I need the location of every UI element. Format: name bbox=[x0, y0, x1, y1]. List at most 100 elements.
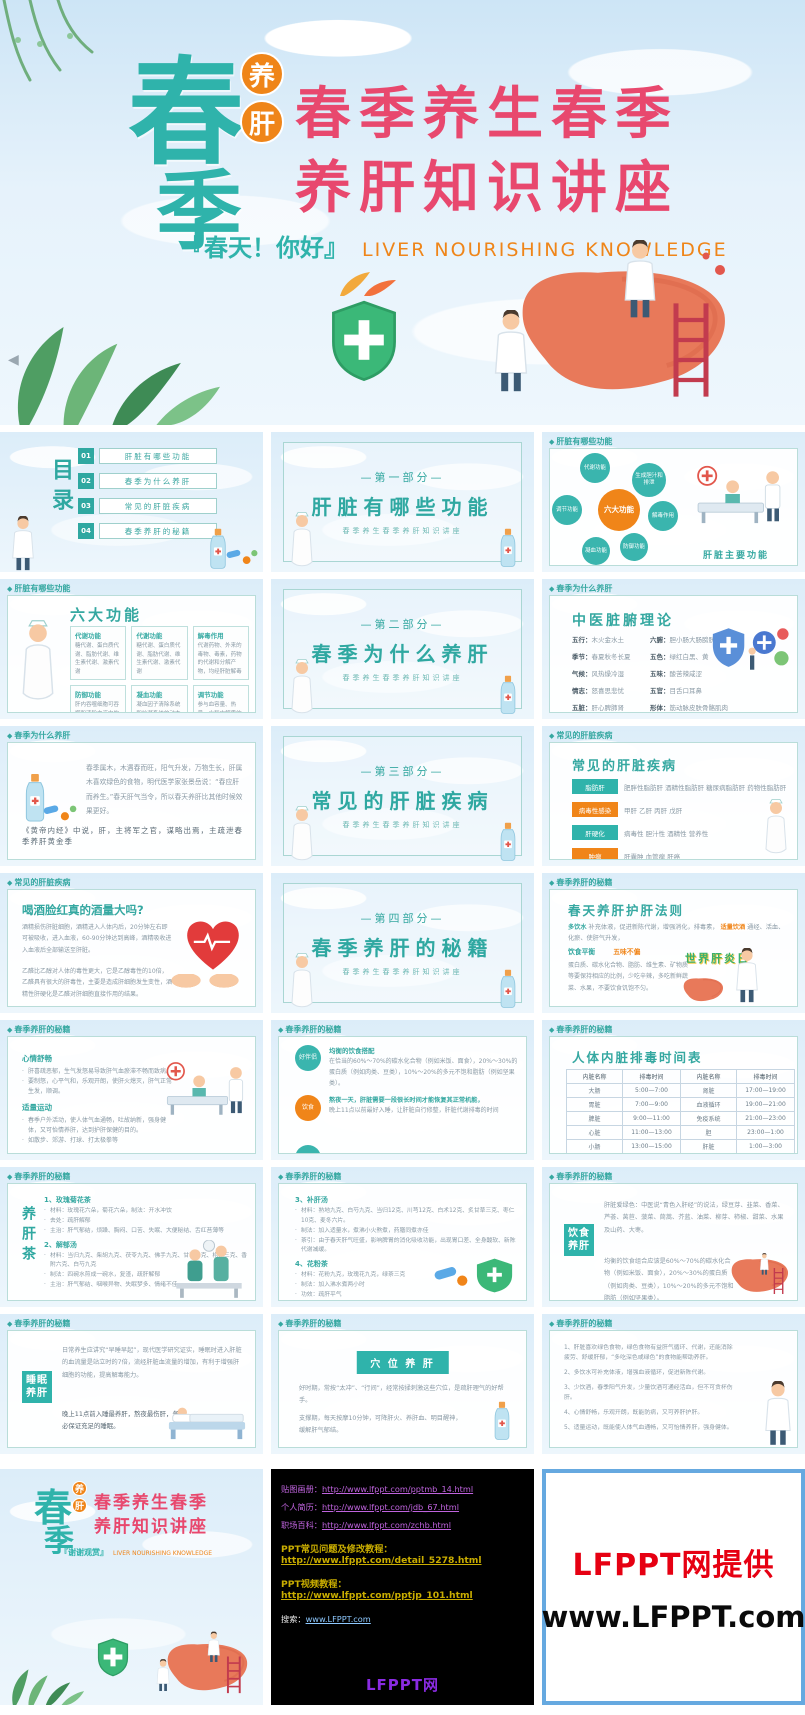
slide-title: 常见的肝脏疾病 bbox=[572, 759, 678, 774]
table-cell: 7:00—9:00 bbox=[622, 1097, 681, 1112]
slide-title: 六大功能 bbox=[70, 606, 143, 624]
slide-thumbnail-diet-rest[interactable]: ◆ 春季养肝的秘籍 好伴侣 均衡的饮食搭配 在恰当的60%～70%的碳水化合物（例… bbox=[271, 1020, 534, 1160]
cover-title-line2: 养肝知识讲座 bbox=[295, 156, 679, 221]
slide-header: 春季为什么养肝 bbox=[14, 731, 71, 740]
function-box-title: 防御功能 bbox=[75, 691, 101, 700]
slide-thumbnail-liver-diseases[interactable]: ◆ 常见的肝脏疾病 常见的肝脏疾病 脂肪肝 肥胖性脂肪肝 酒精性脂肪肝 糖尿病脂肪… bbox=[542, 726, 805, 866]
table-cell: 肝脏 bbox=[680, 1139, 737, 1153]
link-url[interactable]: http://www.lfppt.com/jdb_67.html bbox=[321, 1502, 460, 1512]
search-url[interactable]: www.LFPPT.com bbox=[305, 1614, 371, 1624]
leaf-decoration bbox=[340, 272, 396, 296]
slide-thumbnail-six-functions[interactable]: ◆ 肝脏有哪些功能 六大功能 代谢功能 糖代谢、蛋白质代谢、脂肪代谢、维生素代谢、激… bbox=[0, 579, 263, 719]
slide-thumbnail-liver-tea-2[interactable]: ◆春季养肝的秘籍 3、补肝汤 材料：熟地九克、白芍九克、当归12克、川芎12克、… bbox=[271, 1167, 534, 1307]
recipe-line: 材料：玫瑰花六朵，菊花六朵，制法：开水冲饮 bbox=[44, 1207, 249, 1217]
bullet-line: 要制怒，心平气和，乐观开朗，使肝火熄灭，肝气正常生发，顺调。 bbox=[22, 1077, 172, 1097]
slide-thumbnail-section-4[interactable]: —第四部分— 春季养肝的秘籍 春季养生春季养肝知识讲座 bbox=[271, 873, 534, 1013]
tcm-row: 气候： 风热燥冷湿 五味： 酸苦辣咸涩 bbox=[572, 668, 728, 678]
shield-cross-icon bbox=[328, 298, 400, 382]
table-cell: 5:00—7:00 bbox=[622, 1083, 681, 1098]
function-bubble: 生成胆汁和排泄 bbox=[632, 463, 666, 497]
toc-item-1: 01 肝脏有哪些功能 bbox=[78, 448, 217, 464]
link-row: PPT常见问题及修改教程：http://www.lfppt.com/detail… bbox=[281, 1541, 524, 1566]
tip-line: 1、肝脏喜欢绿色食物，绿色食物有益肝气循环、代谢，还能消除疲劳、舒缓肝郁，“多吃… bbox=[564, 1345, 733, 1362]
liver-doctors-illustration bbox=[156, 1631, 249, 1695]
tcm-key: 情志： bbox=[572, 687, 592, 695]
slide-title: 春天养肝护肝法则 bbox=[568, 903, 685, 918]
disease-tag: 肝硬化 bbox=[572, 825, 618, 840]
table-cell: 血液循环 bbox=[680, 1097, 737, 1112]
recipe-line: 主治：肝气郁结，烦躁、胸闷、口苦、失眠、大便秘结、舌红苔薄等 bbox=[44, 1227, 249, 1237]
detox-table: 内脏名称 排毒时间 内脏名称 排毒时间 大肠 5:00—7:00 肾脏 17:00—1… bbox=[566, 1069, 795, 1155]
tip-line: 3、少饮酒，春季阳气升发，少量饮酒可通经活血，但不可贪杯伤肝。 bbox=[564, 1385, 733, 1402]
diamond-icon: ◆ bbox=[7, 1319, 13, 1328]
table-row: 脾脏 9:00—11:00 免疫系统 21:00—23:00 bbox=[566, 1111, 795, 1126]
slide-thumbnail-sleep[interactable]: ◆ 春季养肝的秘籍 睡眠养肝 日常养生应讲究“早睡早起”，现代医学研究证实，睡眠时… bbox=[0, 1314, 263, 1454]
recipe-line: 材料：熟地九克、白芍九克、当归12克、川芎12克、白术12克、炙甘草三克、枣仁1… bbox=[295, 1207, 520, 1227]
slide-thumbnail-liver-habits[interactable]: ◆ 春季养肝的秘籍 春天养肝护肝法则 多饮水 补充体液，促进新陈代谢，增强消化，排… bbox=[542, 873, 805, 1013]
slide-thumbnail-why-spring[interactable]: ◆ 春季为什么养肝 春季属木，木遇春而旺，阳气升发，万物生长，肝属木喜欢绿色的食物… bbox=[0, 726, 263, 866]
body-paragraph: 好时期，常按“太冲”、“行间”，经常按揉刺激这些穴位，是疏肝理气的好帮手。 bbox=[299, 1385, 504, 1404]
body-paragraph: 乙醛比乙醇对人体的毒性更大，它是乙醇毒性的10倍，乙醛具有很大的肝毒性，主要是造… bbox=[22, 968, 173, 998]
tcm-value: 筋动脉皮肤骨骼肌肉 bbox=[669, 704, 729, 712]
link-label: 贴图画册： bbox=[281, 1484, 322, 1494]
diamond-icon: ◆ bbox=[7, 1172, 13, 1181]
slide-thumbnail-diet-green[interactable]: ◆ 春季养肝的秘籍 饮食养肝 肝脏爱绿色：中医说“青色入肝经”的说法，绿豆芽、韭菜… bbox=[542, 1167, 805, 1307]
slide-thumbnail-section-2[interactable]: —第二部分— 春季为什么养肝 春季养生春季养肝知识讲座 bbox=[271, 579, 534, 719]
link-url[interactable]: http://www.lfppt.com/detail_5278.html bbox=[281, 1555, 482, 1566]
slide-thumbnail-mood-exercise[interactable]: ◆春季养肝的秘籍 心情舒畅 肝喜疏恶郁，生气发怒易导致肝气血瘀滞不畅而致病。 要… bbox=[0, 1020, 263, 1160]
slide-thumbnail-acupoint[interactable]: ◆ 春季养肝的秘籍 穴 位 养 肝 好时期，常按“太冲”、“行间”，经常按揉刺激这… bbox=[271, 1314, 534, 1454]
slide-thumbnail-detox-table[interactable]: ◆ 春季养肝的秘籍 人体内脏排毒时间表 内脏名称 排毒时间 内脏名称 排毒时间 大… bbox=[542, 1020, 805, 1160]
slide-thumbnail-thanks[interactable]: 春 季 养 肝 春季养生春季 养肝知识讲座 『谢谢观赏』 LIVER NOURI… bbox=[0, 1469, 263, 1705]
slide-thumbnail-toc[interactable]: 目录 01 肝脏有哪些功能 02 春季为什么养肝 03 常见的肝脏疾病 04 春… bbox=[0, 432, 263, 572]
table-cell: 膀胱 bbox=[567, 1154, 623, 1155]
slide-thumbnail-section-3[interactable]: —第三部分— 常见的肝脏疾病 春季养生春季养肝知识讲座 bbox=[271, 726, 534, 866]
slide-header: 肝脏有哪些功能 bbox=[556, 437, 613, 446]
slide-thumbnail-alcohol[interactable]: ◆ 常见的肝脏疾病 喝酒脸红真的酒量大吗? 酒精损伤肝脏细胞，酒精进入人体内后，2… bbox=[0, 873, 263, 1013]
disease-items: 病毒性 胆汁性 酒精性 营养性 bbox=[624, 829, 709, 838]
habit-text: 补充体液，促进新陈代谢，增强消化，排毒素， bbox=[588, 924, 719, 931]
part-label: —第一部分— bbox=[360, 470, 445, 484]
willow-branch-illustration bbox=[0, 0, 120, 90]
toc-label: 春季为什么养肝 bbox=[99, 473, 217, 489]
link-url[interactable]: http://www.lfppt.com/zchb.html bbox=[321, 1520, 452, 1530]
liver-doctors-illustration bbox=[730, 1253, 789, 1295]
medical-icons-illustration bbox=[707, 624, 793, 674]
tcm-row: 季节： 春夏秋冬长夏 五色： 绿红白黑、黄 bbox=[572, 651, 728, 661]
item-text: 在恰当的60%～70%的碳水化合物（例如米饭、面食），20%～30%的蛋白质（例… bbox=[329, 1058, 518, 1087]
function-box-desc: 肝内吞噬细胞可吞噬和清除血液中的异物 bbox=[75, 702, 120, 712]
toc-label: 春季养肝的秘籍 bbox=[99, 523, 217, 539]
promo-website-url[interactable]: www.LFPPT.com bbox=[541, 1600, 805, 1634]
diamond-icon: ◆ bbox=[278, 1172, 284, 1181]
disease-row: 脂肪肝 肥胖性脂肪肝 酒精性脂肪肝 糖尿病脂肪肝 药物性脂肪肝 bbox=[572, 779, 786, 794]
section-heading: 心情舒畅 bbox=[22, 1054, 52, 1063]
slide-thumbnail-liver-tea-1[interactable]: ◆春季养肝的秘籍 养肝茶 1、玫瑰菊花茶 材料：玫瑰花六朵，菊花六朵，制法：开水… bbox=[0, 1167, 263, 1307]
table-cell: 9:00—11:00 bbox=[622, 1111, 681, 1126]
slide-thumbnail-functions-overview[interactable]: ◆ 肝脏有哪些功能 六大功能 代谢功能 生成胆汁和排泄 解毒作用 防御功能 凝血功… bbox=[542, 432, 805, 572]
cover-slide[interactable]: ◀ 春 季 养 肝 春季养生春季 养肝知识讲座 『春天！你好』 LIVER NO… bbox=[0, 0, 805, 425]
tip-line: 4、心情舒畅，乐观开朗，既能防病，又可养肝护肝。 bbox=[564, 1410, 704, 1417]
link-url[interactable]: http://www.lfppt.com/pptjp_101.html bbox=[281, 1590, 473, 1601]
quote-paragraph: 《黄帝内经》中说，肝，主将军之官，谋略出焉，主疏泄春季养肝黄金季 bbox=[22, 826, 243, 846]
slide-title: 中医脏腑理论 bbox=[572, 613, 674, 629]
tcm-key: 五色： bbox=[650, 653, 670, 661]
audio-speaker-icon[interactable]: ◀ bbox=[8, 352, 19, 368]
table-cell: 3:00—5:00 bbox=[737, 1154, 795, 1155]
badge-gan: 肝 bbox=[240, 100, 284, 144]
cover-subtitle-en: LIVER NOURISHING KNOWLEDGE bbox=[113, 1550, 213, 1557]
tcm-key: 六腑： bbox=[650, 636, 670, 644]
slide-thumbnail-tcm-theory[interactable]: ◆ 春季为什么养肝 中医脏腑理论 五行： 木火金水土 六腑： 胆小肠大肠膀胱胃 季节：… bbox=[542, 579, 805, 719]
circle-label: 作息 bbox=[295, 1145, 321, 1153]
cover-big-char-chun: 春 bbox=[34, 1486, 73, 1530]
diagram-caption: 肝脏主要功能 bbox=[702, 551, 769, 561]
nurse-illustration bbox=[287, 512, 317, 572]
table-cell: 21:00—23:00 bbox=[736, 1111, 795, 1126]
slide-thumbnail-tips[interactable]: ◆ 春季养肝的秘籍 1、肝脏喜欢绿色食物，绿色食物有益肝气循环、代谢，还能消除疲劳… bbox=[542, 1314, 805, 1454]
slide-thumbnail-section-1[interactable]: —第一部分— 肝脏有哪些功能 春季养生春季养肝知识讲座 bbox=[271, 432, 534, 572]
toc-item-3: 03 常见的肝脏疾病 bbox=[78, 498, 217, 514]
table-cell: 15:00—17:00 bbox=[623, 1154, 681, 1155]
tcm-row: 情志： 怒喜思悲忧 五官： 目舌口耳鼻 bbox=[572, 685, 728, 695]
link-url[interactable]: http://www.lfppt.com/pptmb_14.html bbox=[321, 1484, 474, 1494]
table-cell: 心脏 bbox=[566, 1125, 623, 1140]
toc-number: 03 bbox=[78, 498, 94, 514]
recipe-line: 材料：花粉九克，玫瑰花九克，绿茶三克 bbox=[295, 1271, 520, 1281]
